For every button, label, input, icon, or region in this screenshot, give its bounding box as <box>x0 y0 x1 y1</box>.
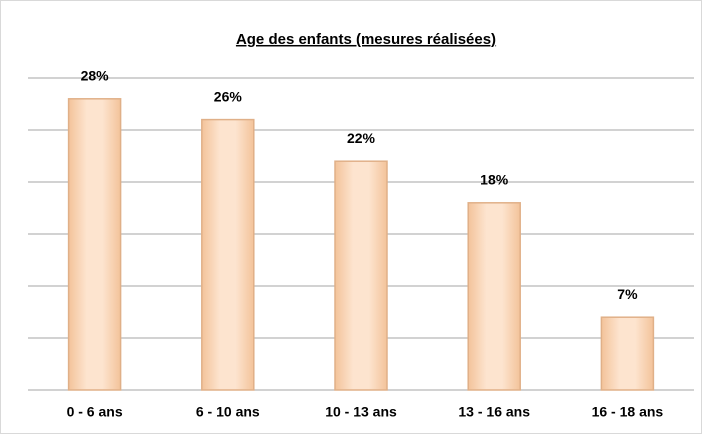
x-tick-label: 10 - 13 ans <box>325 404 397 420</box>
x-tick-label: 13 - 16 ans <box>458 404 530 420</box>
bar <box>467 202 521 391</box>
data-label: 22% <box>347 130 376 146</box>
data-label: 28% <box>81 68 110 84</box>
bar <box>334 160 388 391</box>
bar <box>67 98 122 391</box>
x-tick-label: 0 - 6 ans <box>67 404 123 420</box>
data-label: 7% <box>617 286 638 302</box>
x-tick-label: 16 - 18 ans <box>592 404 664 420</box>
chart-title: Age des enfants (mesures réalisées) <box>236 31 496 48</box>
x-tick-label: 6 - 10 ans <box>196 404 260 420</box>
data-label: 26% <box>214 88 243 104</box>
bar <box>600 316 655 391</box>
bar <box>201 118 255 391</box>
data-label: 18% <box>480 172 509 188</box>
